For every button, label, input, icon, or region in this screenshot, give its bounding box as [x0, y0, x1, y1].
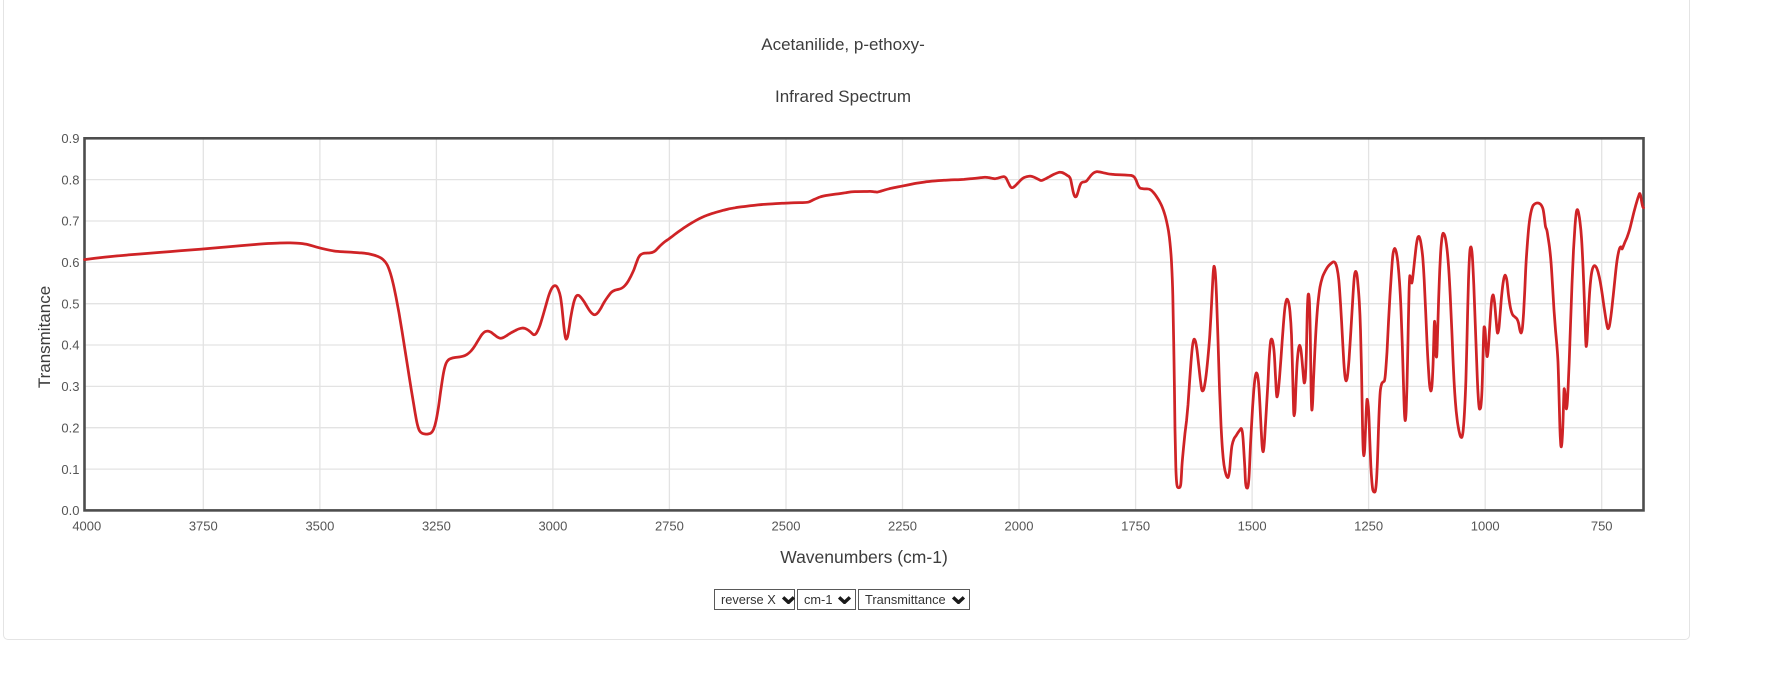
- svg-text:3250: 3250: [422, 519, 451, 534]
- svg-text:0.8: 0.8: [61, 172, 79, 187]
- svg-text:0.7: 0.7: [61, 214, 79, 229]
- svg-text:750: 750: [1591, 519, 1613, 534]
- svg-text:1750: 1750: [1121, 519, 1150, 534]
- svg-text:4000: 4000: [72, 519, 101, 534]
- svg-text:2500: 2500: [772, 519, 801, 534]
- svg-text:0.9: 0.9: [61, 131, 79, 146]
- svg-text:0.6: 0.6: [61, 255, 79, 270]
- svg-text:3000: 3000: [538, 519, 567, 534]
- svg-text:1500: 1500: [1238, 519, 1267, 534]
- svg-text:2750: 2750: [655, 519, 684, 534]
- svg-text:1000: 1000: [1471, 519, 1500, 534]
- svg-text:3500: 3500: [305, 519, 334, 534]
- svg-text:0.1: 0.1: [61, 462, 79, 477]
- svg-text:0.0: 0.0: [61, 503, 79, 518]
- svg-text:3750: 3750: [189, 519, 218, 534]
- svg-text:1250: 1250: [1354, 519, 1383, 534]
- svg-text:0.2: 0.2: [61, 420, 79, 435]
- svg-text:2250: 2250: [888, 519, 917, 534]
- svg-text:0.5: 0.5: [61, 296, 79, 311]
- svg-text:0.3: 0.3: [61, 379, 79, 394]
- svg-text:0.4: 0.4: [61, 338, 79, 353]
- svg-text:2000: 2000: [1005, 519, 1034, 534]
